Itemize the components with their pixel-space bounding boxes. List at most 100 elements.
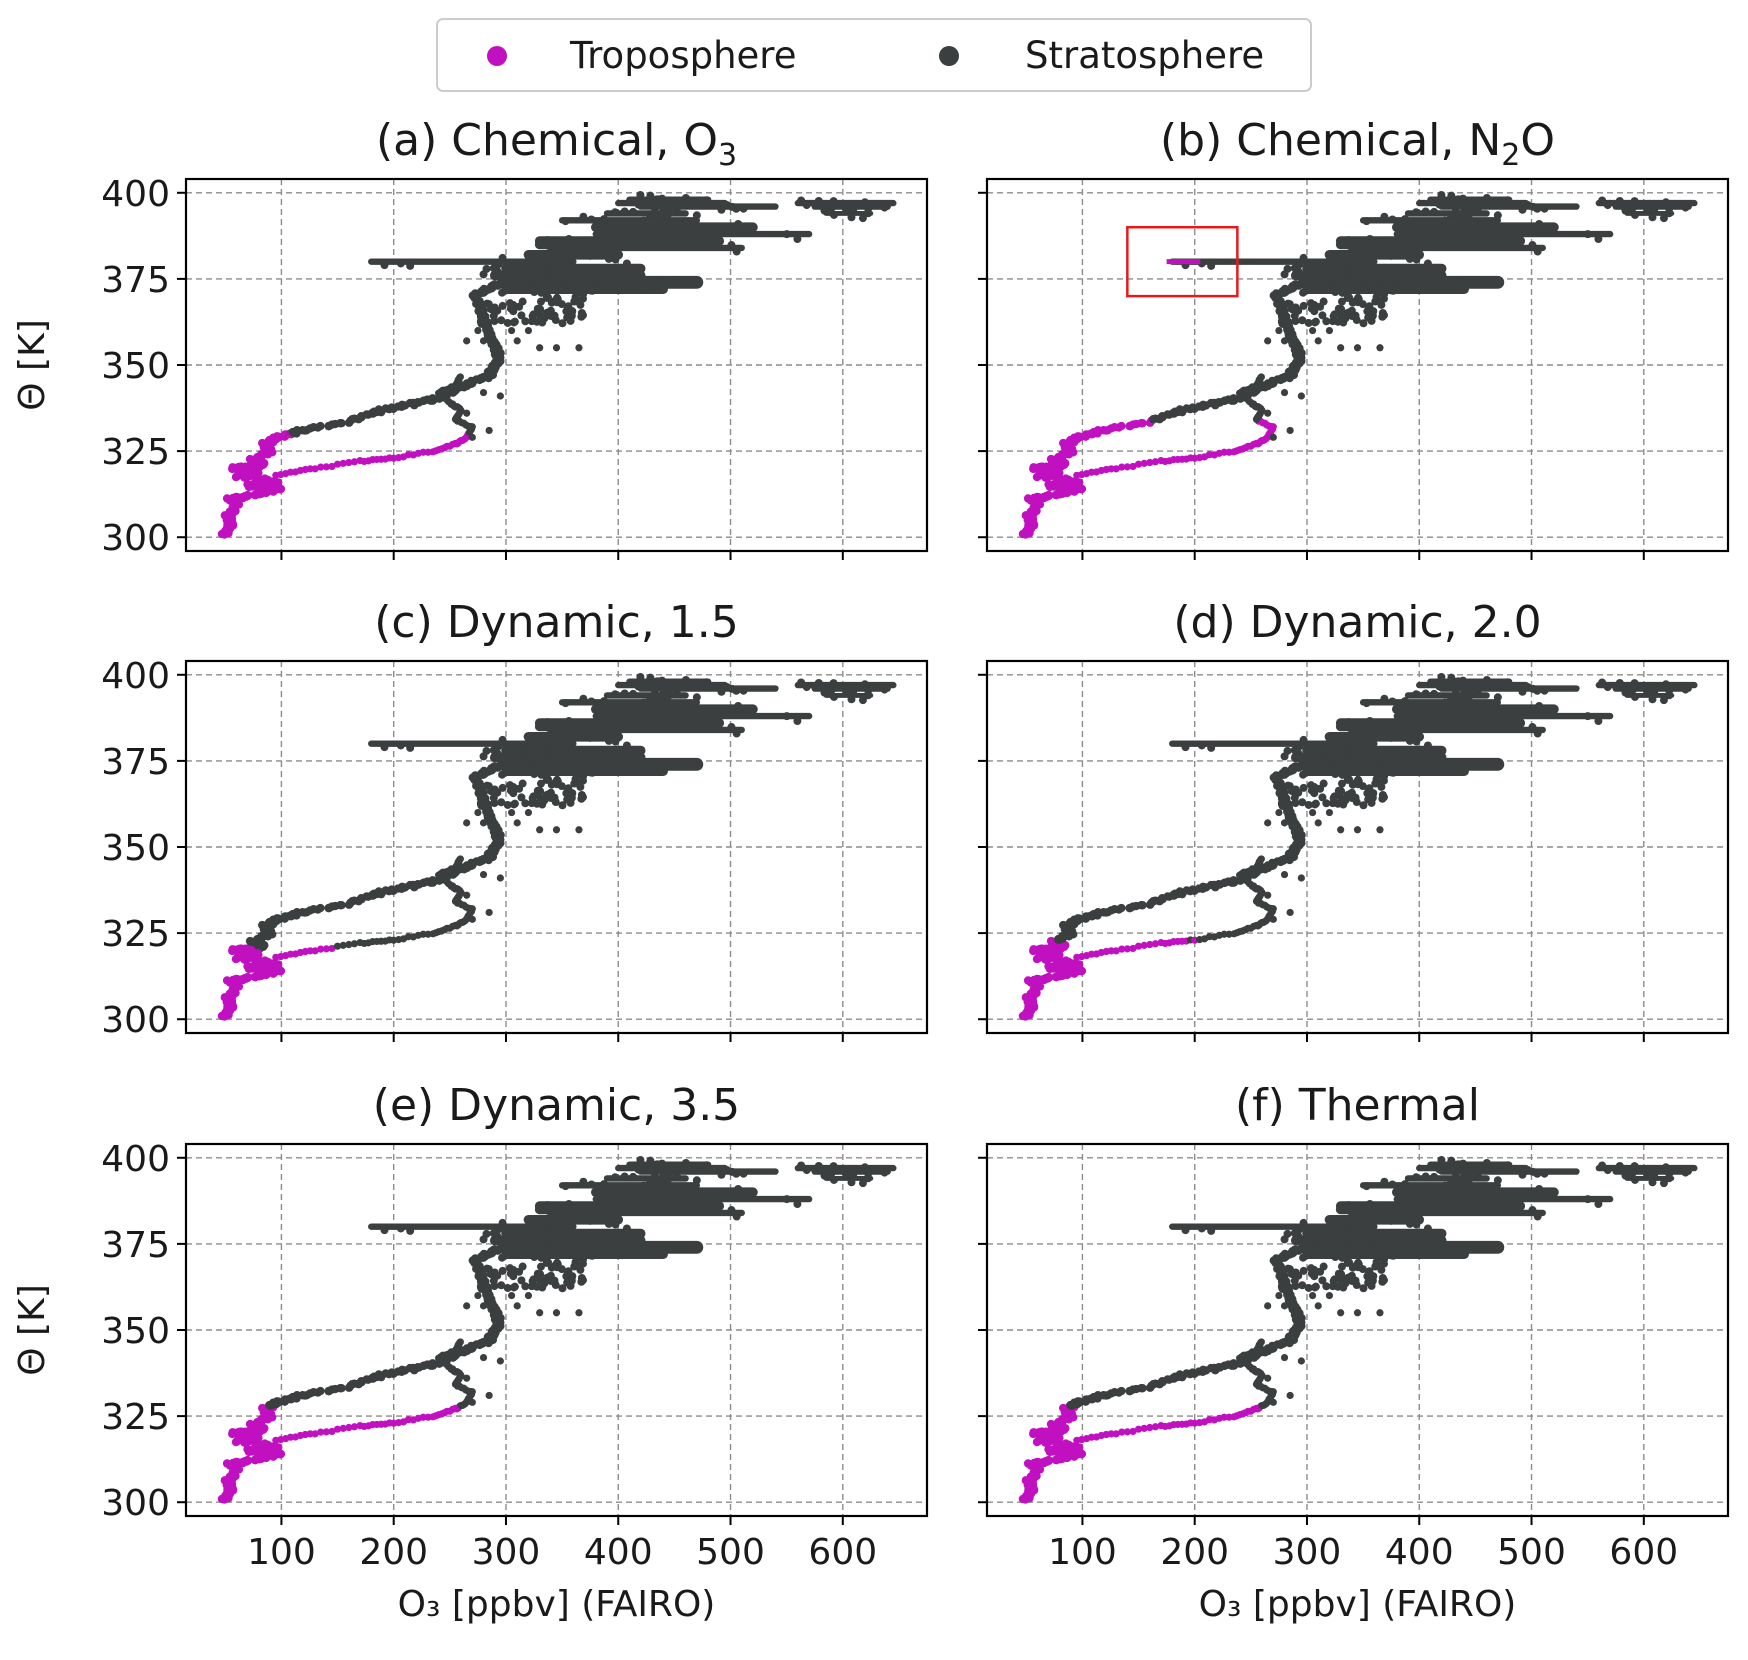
data-point	[1528, 241, 1537, 250]
data-point	[687, 236, 696, 245]
legend-marker-troposphere	[487, 46, 507, 66]
data-point	[658, 676, 667, 685]
data-point	[1516, 228, 1525, 237]
data-point	[485, 908, 493, 917]
x-axis-label: O₃ [ppbv] (FAIRO)	[398, 1584, 716, 1625]
data-point	[536, 305, 545, 314]
data-point	[1310, 783, 1319, 792]
data-point	[537, 757, 546, 766]
data-point	[498, 253, 507, 262]
data-point	[579, 212, 588, 221]
data-point	[552, 1309, 561, 1317]
data-point	[1422, 706, 1431, 715]
data-point	[665, 716, 674, 725]
data-point	[561, 217, 570, 226]
panel-title: (c) Dynamic, 1.5	[374, 597, 739, 648]
data-point	[827, 686, 836, 695]
data-point	[1454, 707, 1463, 716]
data-point	[692, 211, 701, 220]
data-point	[559, 285, 568, 294]
panel-d: (d) Dynamic, 2.0	[978, 597, 1730, 1042]
data-point	[496, 392, 504, 400]
data-point	[1337, 744, 1346, 753]
data-point	[503, 1283, 512, 1292]
data-point	[1269, 433, 1277, 441]
data-point	[1337, 297, 1346, 306]
data-point	[1435, 682, 1444, 691]
data-point	[660, 203, 669, 212]
y-tick-label: 300	[101, 1000, 170, 1041]
data-point	[494, 260, 503, 269]
data-point	[1297, 392, 1305, 400]
data-point	[1665, 686, 1674, 695]
data-point	[577, 794, 586, 803]
data-point	[1046, 1419, 1056, 1429]
data-point	[1535, 702, 1544, 711]
data-point	[485, 426, 493, 435]
data-point	[548, 266, 557, 275]
data-point	[636, 1155, 645, 1164]
panel-title: (d) Dynamic, 2.0	[1173, 597, 1541, 648]
data-point	[739, 686, 748, 695]
data-point	[558, 319, 567, 328]
data-point	[575, 344, 583, 352]
data-point	[599, 1216, 608, 1225]
data-point	[864, 204, 873, 213]
data-point	[1366, 262, 1375, 271]
data-point	[345, 458, 353, 467]
data-point	[1368, 282, 1377, 291]
data-point	[1280, 819, 1289, 827]
data-point	[568, 789, 577, 798]
data-point	[1347, 788, 1356, 797]
data-point	[782, 712, 791, 721]
data-point	[727, 241, 736, 250]
data-point	[579, 1177, 588, 1186]
data-point	[1412, 690, 1421, 699]
data-point	[513, 337, 521, 345]
data-point	[544, 1214, 553, 1223]
data-point	[1337, 344, 1345, 352]
data-point	[557, 252, 566, 261]
data-point	[1314, 262, 1323, 271]
data-point	[575, 1309, 583, 1317]
data-point	[552, 344, 561, 352]
data-point	[463, 891, 471, 899]
data-point	[1393, 238, 1402, 247]
data-point	[721, 1188, 730, 1197]
data-point	[1361, 272, 1370, 281]
data-point	[858, 696, 867, 705]
data-point	[734, 220, 743, 229]
data-point	[793, 717, 802, 726]
data-point	[1380, 694, 1389, 703]
x-tick-label: 600	[808, 1532, 877, 1573]
data-point	[622, 741, 631, 750]
data-point	[536, 297, 545, 306]
data-point	[479, 388, 488, 397]
y-axis-label: Θ [K]	[12, 1284, 53, 1375]
data-point	[1628, 686, 1637, 695]
data-point	[528, 1277, 537, 1286]
data-point	[629, 207, 638, 216]
data-point	[474, 808, 482, 817]
data-point	[576, 300, 585, 309]
data-point	[322, 463, 330, 471]
data-point	[479, 770, 488, 779]
data-point	[536, 1270, 545, 1279]
data-point	[1598, 196, 1607, 205]
data-point	[1345, 249, 1354, 258]
data-point	[463, 819, 471, 827]
data-point	[687, 1201, 696, 1210]
data-point	[1598, 678, 1607, 687]
data-point	[572, 756, 581, 765]
x-tick-label: 200	[359, 1532, 428, 1573]
data-point	[829, 692, 838, 701]
data-point	[721, 705, 730, 714]
data-point	[463, 337, 471, 345]
data-point	[1430, 207, 1439, 216]
data-point	[692, 693, 701, 702]
data-point	[479, 288, 488, 297]
data-point	[1643, 205, 1652, 214]
data-point	[509, 301, 518, 310]
